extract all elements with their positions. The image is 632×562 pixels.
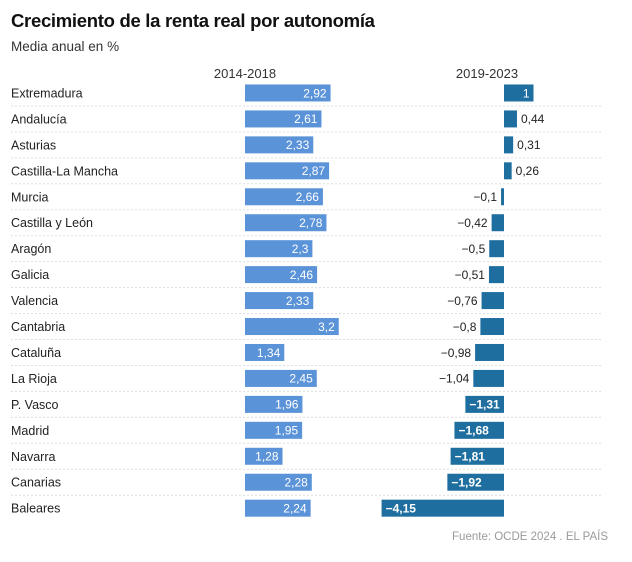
category-label: Andalucía	[11, 112, 67, 126]
bar-2019-2023	[465, 395, 504, 413]
data-label-2019-2023: −1,92	[451, 476, 482, 490]
data-label-2014-2018: 2,28	[284, 476, 308, 490]
category-label: P. Vasco	[11, 398, 59, 412]
bar-2019-2023	[381, 499, 504, 517]
bar-2019-2023	[488, 266, 504, 284]
bar-2014-2018	[245, 343, 285, 361]
category-label: Galicia	[11, 268, 49, 282]
source-note: Fuente: OCDE 2024 . EL PAÍS	[452, 531, 608, 543]
data-label-2019-2023: 0,44	[521, 112, 545, 126]
data-label-2019-2023: −0,76	[447, 294, 478, 308]
data-label-2014-2018: 2,33	[286, 294, 310, 308]
data-label-2014-2018: 1,96	[275, 398, 299, 412]
data-label-2019-2023: −0,51	[455, 268, 486, 282]
data-label-2014-2018: 2,46	[290, 268, 314, 282]
data-label-2019-2023: −0,98	[441, 346, 472, 360]
data-label-2014-2018: 2,78	[299, 216, 323, 230]
data-label-2019-2023: −1,04	[439, 372, 470, 386]
data-label-2019-2023: −1,68	[458, 424, 489, 438]
bar-2019-2023	[475, 343, 504, 361]
data-label-2014-2018: 2,45	[289, 372, 313, 386]
bar-2019-2023	[504, 136, 514, 154]
data-label-2019-2023: −4,15	[386, 501, 417, 515]
bar-2019-2023	[504, 84, 534, 102]
data-label-2019-2023: 0,26	[516, 164, 540, 178]
bar-2019-2023	[501, 188, 504, 206]
category-label: Extremadura	[11, 86, 83, 100]
bar-2019-2023	[480, 318, 504, 336]
bar-2014-2018	[245, 499, 311, 517]
bar-2014-2018	[245, 266, 318, 284]
data-label-2019-2023: −0,1	[473, 190, 497, 204]
category-label: Asturias	[11, 138, 56, 152]
bar-2019-2023	[454, 421, 504, 439]
bar-2019-2023	[473, 369, 504, 387]
category-label: Aragón	[11, 242, 51, 256]
bar-2014-2018	[245, 110, 322, 128]
category-label: Murcia	[11, 190, 49, 204]
bar-2014-2018	[245, 473, 312, 491]
bar-2014-2018	[245, 162, 330, 180]
bar-2014-2018	[245, 84, 331, 102]
data-label-2014-2018: 2,61	[294, 112, 318, 126]
bar-2019-2023	[489, 240, 504, 258]
bar-2014-2018	[245, 240, 313, 258]
data-label-2014-2018: 2,87	[302, 164, 326, 178]
category-label: Baleares	[11, 502, 60, 516]
bar-2014-2018	[245, 395, 303, 413]
category-label: Castilla-La Mancha	[11, 164, 118, 178]
category-label: Valencia	[11, 294, 58, 308]
chart-subtitle: Media anual en %	[11, 39, 120, 54]
chart-title: Crecimiento de la renta real por autonom…	[11, 10, 375, 31]
series-header-2014-2018: 2014-2018	[213, 66, 277, 81]
bar-2019-2023	[481, 292, 504, 310]
data-label-2014-2018: 2,24	[283, 501, 307, 515]
bar-2014-2018	[245, 292, 314, 310]
bar-2014-2018	[245, 421, 303, 439]
category-label: Cantabria	[11, 320, 65, 334]
category-label: Castilla y León	[11, 216, 93, 230]
bar-2014-2018	[245, 188, 323, 206]
data-label-2019-2023: −0,5	[462, 242, 486, 256]
data-label-2014-2018: 1,95	[275, 424, 299, 438]
category-label: Canarias	[11, 476, 61, 490]
category-label: Navarra	[11, 450, 56, 464]
data-label-2014-2018: 3,2	[318, 320, 335, 334]
bar-2019-2023	[447, 473, 504, 491]
bar-2019-2023	[504, 162, 512, 180]
category-label: La Rioja	[11, 372, 57, 386]
bar-2014-2018	[245, 318, 339, 336]
data-label-2014-2018: 1,34	[257, 346, 281, 360]
data-label-2019-2023: −0,8	[453, 320, 477, 334]
data-label-2019-2023: 0,31	[517, 138, 541, 152]
data-label-2014-2018: 2,66	[296, 190, 320, 204]
data-label-2014-2018: 2,3	[292, 242, 309, 256]
bar-2019-2023	[491, 214, 504, 232]
bar-2019-2023	[504, 110, 517, 128]
bar-2014-2018	[245, 136, 314, 154]
data-label-2014-2018: 2,33	[286, 138, 310, 152]
bar-2014-2018	[245, 447, 283, 465]
bar-2014-2018	[245, 369, 317, 387]
data-label-2019-2023: 1	[523, 86, 530, 100]
data-label-2019-2023: −0,42	[457, 216, 488, 230]
category-label: Madrid	[11, 424, 49, 438]
series-header-2019-2023: 2019-2023	[455, 66, 519, 81]
data-label-2014-2018: 2,92	[303, 86, 327, 100]
bar-2014-2018	[245, 214, 327, 232]
bar-2019-2023	[450, 447, 504, 465]
data-label-2019-2023: −1,81	[455, 450, 486, 464]
category-label: Cataluña	[11, 346, 61, 360]
data-label-2014-2018: 1,28	[255, 450, 279, 464]
data-label-2019-2023: −1,31	[469, 398, 500, 412]
